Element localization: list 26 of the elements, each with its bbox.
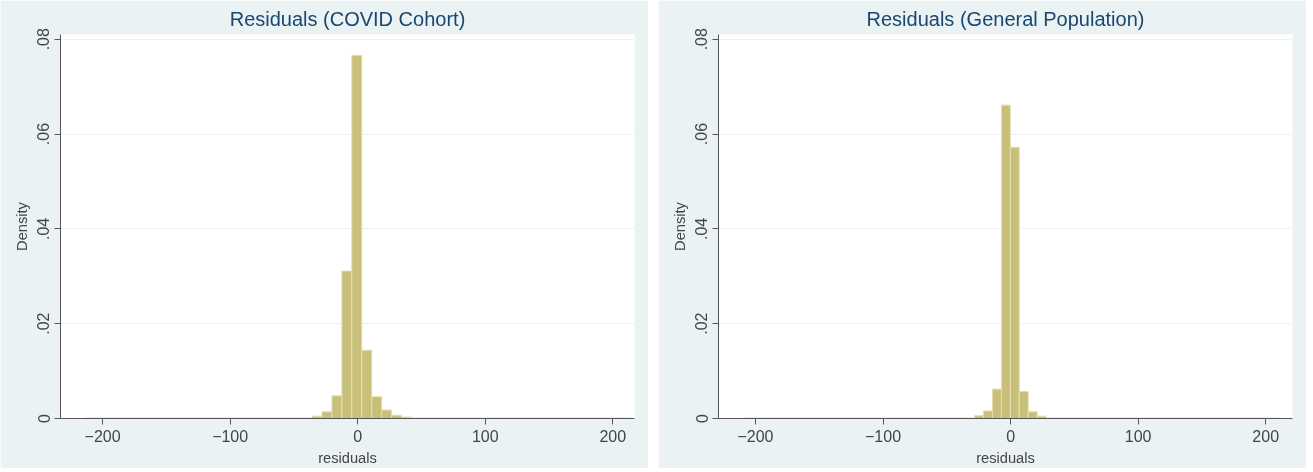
y-axis-title: Density — [13, 201, 30, 251]
x-tick-label: −100 — [212, 427, 249, 445]
x-axis-title: residuals — [976, 449, 1035, 466]
y-axis-title: Density — [671, 201, 688, 251]
x-tick-label: 100 — [1124, 427, 1152, 445]
y-tick-label: .06 — [35, 122, 53, 146]
y-tick-label: 0 — [693, 413, 711, 423]
y-tick-label: 0 — [35, 413, 53, 423]
x-tick-label: 0 — [1006, 427, 1016, 445]
y-tick-label: .08 — [693, 28, 711, 51]
x-tick-label: −100 — [865, 427, 902, 445]
x-tick-label: 200 — [599, 427, 627, 445]
y-tick-label: .04 — [693, 217, 711, 240]
x-tick-label: 0 — [353, 427, 363, 445]
chart-title: Residuals (General Population) — [866, 7, 1145, 30]
x-tick-label: 100 — [471, 427, 499, 445]
y-tick-label: .06 — [693, 122, 711, 146]
y-tick-label: .08 — [35, 28, 53, 51]
x-tick-label: −200 — [84, 427, 121, 445]
y-tick-label: .02 — [693, 312, 711, 335]
y-tick-label: .04 — [35, 217, 53, 240]
y-tick-label: .02 — [35, 312, 53, 335]
x-tick-label: −200 — [737, 427, 774, 445]
x-tick-label: 200 — [1252, 427, 1280, 445]
chart-title: Residuals (COVID Cohort) — [229, 7, 466, 30]
x-axis-title: residuals — [318, 449, 377, 466]
